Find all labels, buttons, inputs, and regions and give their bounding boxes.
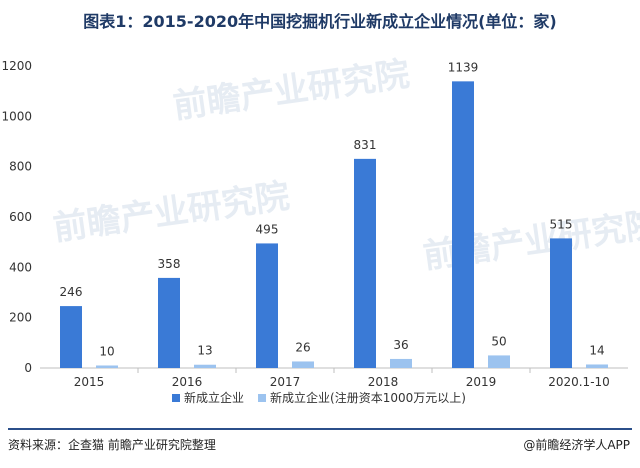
bar-new-companies	[452, 81, 474, 368]
y-tick-label: 400	[9, 260, 32, 274]
bar-new-companies	[354, 158, 376, 368]
data-label: 495	[256, 222, 279, 236]
watermark-text: 前瞻产业研究院	[51, 176, 292, 249]
bars	[60, 81, 608, 368]
x-tick-label: 2019	[466, 375, 497, 389]
legend: 新成立企业 新成立企业(注册资本1000万元以上)	[172, 390, 466, 405]
bar-new-companies	[550, 238, 572, 368]
bar-new-companies	[158, 277, 180, 368]
footer-divider	[8, 428, 632, 430]
data-labels: 246 10 358 13 495 26 831 36 1139 50 515 14	[60, 60, 605, 358]
data-label: 26	[295, 340, 310, 354]
bar-new-companies-10m	[488, 355, 510, 368]
legend-swatch	[258, 394, 267, 402]
bar-new-companies	[256, 243, 278, 368]
data-label: 50	[491, 334, 506, 348]
bar-new-companies	[60, 306, 82, 368]
y-tick-label: 600	[9, 210, 32, 224]
y-tick-label: 0	[24, 361, 32, 375]
data-label: 515	[550, 217, 573, 231]
data-label: 831	[354, 138, 377, 152]
x-axis: 2015 2016 2017 2018 2019 2020.1-10	[74, 368, 610, 389]
x-tick-label: 2015	[74, 375, 105, 389]
x-tick-label: 2016	[172, 375, 203, 389]
bar-new-companies-10m	[586, 364, 608, 368]
legend-swatch	[172, 394, 180, 402]
data-label: 246	[60, 285, 83, 299]
data-label: 358	[158, 257, 181, 271]
data-label: 10	[99, 344, 114, 358]
bar-new-companies-10m	[96, 365, 118, 368]
y-tick-label: 1200	[1, 59, 32, 73]
x-tick-label: 2020.1-10	[548, 375, 610, 389]
data-label: 14	[589, 343, 604, 357]
bar-new-companies-10m	[194, 364, 216, 368]
y-tick-label: 200	[9, 311, 32, 325]
y-tick-label: 800	[9, 160, 32, 174]
bar-new-companies-10m	[292, 361, 314, 368]
brand-credit: @前瞻经济学人APP	[523, 438, 630, 452]
chart-title: 图表1：2015-2020年中国挖掘机行业新成立企业情况(单位：家)	[83, 12, 557, 31]
bar-new-companies-10m	[390, 358, 412, 368]
watermark-text: 前瞻产业研究院	[171, 54, 412, 127]
x-tick-label: 2018	[368, 375, 399, 389]
legend-label: 新成立企业	[184, 390, 244, 405]
source-note: 资料来源：企查猫 前瞻产业研究院整理	[8, 438, 216, 452]
data-label: 1139	[448, 60, 479, 74]
y-tick-label: 1000	[1, 109, 32, 123]
x-tick-label: 2017	[270, 375, 301, 389]
data-label: 13	[197, 344, 212, 358]
data-label: 36	[393, 338, 408, 352]
legend-label: 新成立企业(注册资本1000万元以上)	[270, 390, 466, 405]
y-axis: 0 200 400 600 800 1000 1200	[1, 59, 32, 375]
